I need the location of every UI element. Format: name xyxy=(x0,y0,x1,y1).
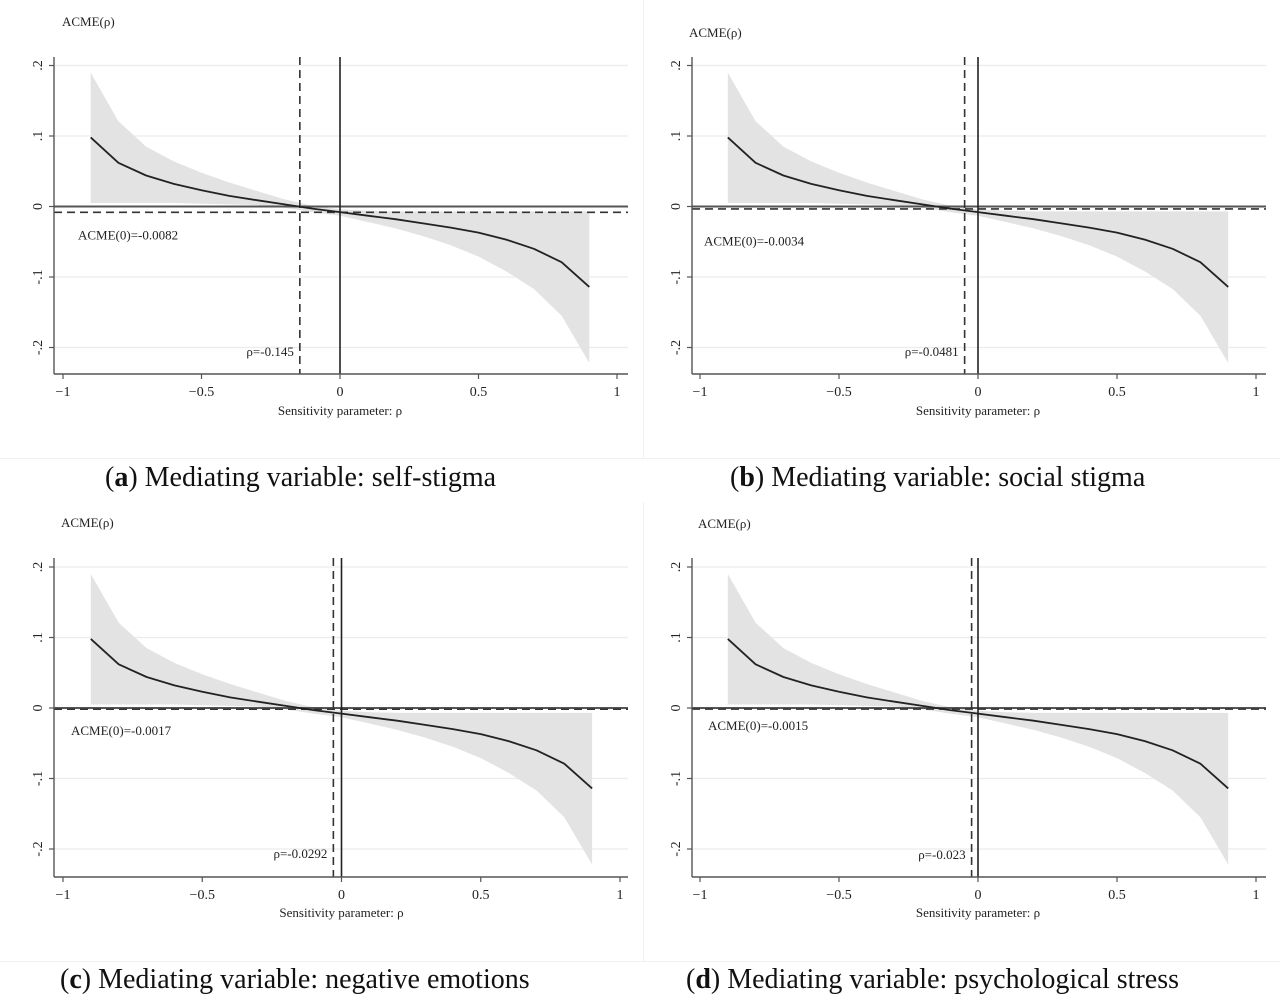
panel-b-acme-line xyxy=(727,136,1229,288)
panel-b-x-tick-label: 0 xyxy=(975,385,982,400)
panel-a-x-tick-label: 0.5 xyxy=(470,385,488,400)
panel-a-acme-line xyxy=(90,136,590,288)
caption-c: (c) Mediating variable: negative emotion… xyxy=(60,964,530,995)
panel-b-y-tick-label: 0 xyxy=(669,203,684,210)
panel-b-confidence-band xyxy=(727,72,1229,363)
panel-b-x-tick-label: −0.5 xyxy=(826,385,851,400)
panel-b-frame xyxy=(644,0,1280,459)
panel-d-confidence-band xyxy=(727,574,1229,865)
panel-a-frame xyxy=(0,0,644,459)
panel-c-y-tick-label: -.2 xyxy=(31,841,46,856)
panel-b-y-axis-title: ACME(ρ) xyxy=(689,25,742,40)
panel-d-x-tick-label: −1 xyxy=(693,888,708,903)
panel-b-y-tick-label: -.1 xyxy=(669,269,684,284)
panel-d-rho-annotation: ρ=-0.023 xyxy=(918,847,965,862)
panel-a-y-tick-label: 0 xyxy=(31,203,46,210)
panel-a-y-tick-label: -.1 xyxy=(31,269,46,284)
panel-b-x-tick-label: 0.5 xyxy=(1108,385,1126,400)
panel-d-acme-line xyxy=(727,638,1229,790)
panel-d-x-tick-label: 0 xyxy=(975,888,982,903)
panel-a-x-axis-title: Sensitivity parameter: ρ xyxy=(278,403,402,418)
panel-c-x-axis-title: Sensitivity parameter: ρ xyxy=(279,905,403,920)
panel-d-y-tick-label: .1 xyxy=(669,632,684,643)
caption-a-text: Mediating variable: self-stigma xyxy=(144,462,497,493)
panel-a-y-axis-title: ACME(ρ) xyxy=(62,14,115,29)
panel-a-x-tick-label: −1 xyxy=(56,385,71,400)
caption-b: (b) Mediating variable: social stigma xyxy=(730,462,1146,493)
panel-d-x-axis-title: Sensitivity parameter: ρ xyxy=(916,905,1040,920)
panel-c-x-tick-label: 0 xyxy=(338,888,345,903)
caption-c-letter: c xyxy=(69,964,82,995)
panel-d-frame xyxy=(644,502,1280,962)
panel-b-y-tick-label: .1 xyxy=(669,131,684,142)
panel-c-y-tick-label: 0 xyxy=(31,705,46,712)
panel-d-acme0-annotation: ACME(0)=-0.0015 xyxy=(708,718,808,733)
caption-a-letter: a xyxy=(114,462,129,493)
panel-d-y-tick-label: -.1 xyxy=(669,771,684,786)
panel-c-acme-line xyxy=(90,638,593,790)
panel-c-x-tick-label: −0.5 xyxy=(190,888,215,903)
panel-b-x-tick-label: −1 xyxy=(693,385,708,400)
panel-d-x-tick-label: 0.5 xyxy=(1108,888,1126,903)
panel-c-y-tick-label: .1 xyxy=(31,632,46,643)
panel-a-y-tick-label: .2 xyxy=(31,60,46,71)
panel-c-confidence-band xyxy=(90,574,593,865)
panel-d-x-tick-label: 1 xyxy=(1253,888,1260,903)
panel-c-y-tick-label: .2 xyxy=(31,562,46,573)
panel-d-y-tick-label: -.2 xyxy=(669,841,684,856)
panel-a-x-tick-label: 0 xyxy=(337,385,344,400)
panel-b-acme0-annotation: ACME(0)=-0.0034 xyxy=(704,234,805,249)
caption-d-text: Mediating variable: psychological stress xyxy=(727,964,1180,995)
panel-b-rho-annotation: ρ=-0.0481 xyxy=(905,344,959,359)
panel-b-y-tick-label: .2 xyxy=(669,60,684,71)
caption-b-text: Mediating variable: social stigma xyxy=(771,462,1146,493)
panel-c-rho-annotation: ρ=-0.0292 xyxy=(273,846,327,861)
panel-b-y-tick-label: -.2 xyxy=(669,340,684,355)
panel-c-x-tick-label: 1 xyxy=(617,888,624,903)
panel-c-acme0-annotation: ACME(0)=-0.0017 xyxy=(71,723,172,738)
panel-a-x-tick-label: 1 xyxy=(614,385,621,400)
panel-d-x-tick-label: −0.5 xyxy=(826,888,851,903)
panel-c-x-tick-label: 0.5 xyxy=(472,888,490,903)
panel-c-y-tick-label: -.1 xyxy=(31,771,46,786)
panel-a-confidence-band xyxy=(90,72,590,363)
caption-d: (d) Mediating variable: psychological st… xyxy=(686,964,1180,995)
caption-d-letter: d xyxy=(695,964,711,995)
panel-c-frame xyxy=(0,502,644,962)
panel-c-x-tick-label: −1 xyxy=(56,888,71,903)
panel-d-y-tick-label: 0 xyxy=(669,705,684,712)
panel-d-y-tick-label: .2 xyxy=(669,562,684,573)
caption-c-text: Mediating variable: negative emotions xyxy=(98,964,530,995)
panel-d-y-axis-title: ACME(ρ) xyxy=(698,516,751,531)
panel-b-x-axis-title: Sensitivity parameter: ρ xyxy=(916,403,1040,418)
caption-a: (a) Mediating variable: self-stigma xyxy=(105,462,497,493)
panel-a-x-tick-label: −0.5 xyxy=(189,385,214,400)
panel-c-y-axis-title: ACME(ρ) xyxy=(61,515,114,530)
panel-a-rho-annotation: ρ=-0.145 xyxy=(246,344,293,359)
panel-a-acme0-annotation: ACME(0)=-0.0082 xyxy=(78,228,178,243)
panel-b-x-tick-label: 1 xyxy=(1253,385,1260,400)
panel-a-y-tick-label: -.2 xyxy=(31,340,46,355)
caption-b-letter: b xyxy=(739,462,755,493)
panel-a-y-tick-label: .1 xyxy=(31,131,46,142)
